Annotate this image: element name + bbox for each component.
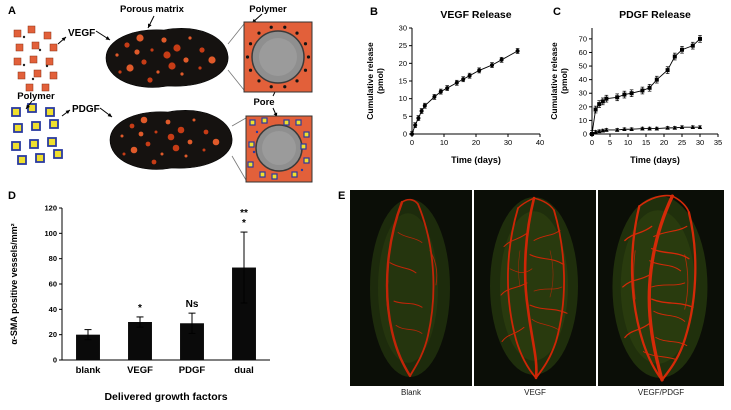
svg-text:10: 10 bbox=[399, 94, 407, 103]
vessels bbox=[500, 196, 568, 380]
svg-text:40: 40 bbox=[49, 305, 57, 314]
svg-text:blank: blank bbox=[76, 365, 102, 376]
svg-text:25: 25 bbox=[399, 41, 407, 50]
svg-text:80: 80 bbox=[49, 254, 57, 263]
panel-label-b: B bbox=[370, 6, 378, 18]
polymer-left-label: Polymer bbox=[17, 91, 55, 102]
porous-matrix-label: Porous matrix bbox=[120, 4, 185, 15]
svg-text:10: 10 bbox=[579, 116, 587, 125]
zoom-bottom-pore-inner bbox=[262, 131, 296, 165]
svg-text:α-SMA positive vessels/mm²: α-SMA positive vessels/mm² bbox=[9, 223, 19, 344]
svg-text:15: 15 bbox=[399, 77, 407, 86]
svg-text:30: 30 bbox=[579, 89, 587, 98]
svg-text:*: * bbox=[242, 218, 246, 229]
svg-text:20: 20 bbox=[399, 59, 407, 68]
micrograph-blank bbox=[350, 190, 472, 386]
svg-text:40: 40 bbox=[579, 75, 587, 84]
micrograph-vegf bbox=[474, 190, 596, 386]
pdgf-polymer-particles bbox=[11, 103, 63, 165]
svg-text:20: 20 bbox=[472, 138, 480, 147]
svg-text:Time (days): Time (days) bbox=[630, 155, 680, 165]
svg-text:5: 5 bbox=[608, 138, 612, 147]
svg-text:VEGF Release: VEGF Release bbox=[440, 9, 511, 21]
micrograph-caption: VEGF/PDGF bbox=[637, 388, 685, 397]
micrograph-caption: VEGF bbox=[524, 388, 546, 397]
matrix-top-pores bbox=[115, 34, 216, 83]
svg-text:**: ** bbox=[240, 208, 248, 219]
svg-text:60: 60 bbox=[579, 48, 587, 57]
svg-text:0: 0 bbox=[403, 130, 407, 139]
panel-label-d: D bbox=[8, 190, 16, 202]
vessels bbox=[385, 198, 438, 378]
micrograph-vegf-pdgf bbox=[598, 190, 724, 386]
micrograph-vegf-pdgf-image bbox=[598, 190, 724, 386]
svg-text:0: 0 bbox=[590, 138, 594, 147]
svg-text:10: 10 bbox=[440, 138, 448, 147]
svg-text:0: 0 bbox=[53, 356, 57, 365]
svg-text:120: 120 bbox=[44, 204, 57, 213]
svg-text:100: 100 bbox=[44, 229, 57, 238]
svg-text:25: 25 bbox=[678, 138, 686, 147]
panel-label-e: E bbox=[338, 190, 346, 202]
pore-label: Pore bbox=[253, 97, 274, 108]
micrograph-caption: Blank bbox=[400, 388, 421, 397]
micrograph-blank-image bbox=[350, 190, 472, 386]
svg-text:Ns: Ns bbox=[186, 299, 199, 310]
polymer-top-label: Polymer bbox=[249, 4, 287, 15]
panel-label-a: A bbox=[8, 5, 16, 17]
svg-text:40: 40 bbox=[536, 138, 544, 147]
svg-text:dual: dual bbox=[234, 365, 254, 376]
svg-text:30: 30 bbox=[504, 138, 512, 147]
zoom-bottom-particles bbox=[247, 117, 310, 180]
svg-text:20: 20 bbox=[49, 330, 57, 339]
svg-text:Time (days): Time (days) bbox=[451, 155, 501, 165]
svg-text:Cumulative release(pmol): Cumulative release(pmol) bbox=[366, 42, 385, 120]
schematic-panel: A VEGF Porous matrix Polymer Pore Polyme… bbox=[8, 4, 313, 183]
svg-text:*: * bbox=[138, 303, 142, 314]
svg-text:35: 35 bbox=[714, 138, 722, 147]
svg-text:30: 30 bbox=[696, 138, 704, 147]
vessels bbox=[622, 194, 697, 382]
pdgf-release-chart: 0 10 20 30 40 50 60 70 0 5 10 15 20 25 30 35 PDGF Releas… bbox=[550, 9, 722, 165]
svg-text:VEGF: VEGF bbox=[127, 365, 153, 376]
panel-label-c: C bbox=[553, 6, 561, 18]
vegf-label: VEGF bbox=[68, 28, 95, 39]
svg-text:70: 70 bbox=[579, 34, 587, 43]
vegf-release-chart: 0 5 10 15 20 25 30 0 10 20 30 40 VEGF Release Time (d… bbox=[366, 9, 544, 165]
matrix-bottom-pores bbox=[120, 116, 220, 165]
svg-text:0: 0 bbox=[410, 138, 414, 147]
svg-text:50: 50 bbox=[579, 62, 587, 71]
pore-ring-dots bbox=[245, 25, 311, 89]
svg-text:Delivered growth factors: Delivered growth factors bbox=[104, 391, 227, 403]
zoom-connectors bbox=[227, 23, 247, 181]
micrograph-vegf-image bbox=[474, 190, 596, 386]
svg-text:Cumulative release(pmol): Cumulative release(pmol) bbox=[550, 42, 569, 120]
vegf-polymer-particles bbox=[13, 25, 58, 92]
svg-text:15: 15 bbox=[642, 138, 650, 147]
pdgf-label: PDGF bbox=[72, 104, 100, 115]
svg-text:PDGF: PDGF bbox=[179, 365, 206, 376]
svg-text:5: 5 bbox=[403, 112, 407, 121]
svg-text:20: 20 bbox=[660, 138, 668, 147]
svg-text:60: 60 bbox=[49, 280, 57, 289]
svg-text:PDGF Release: PDGF Release bbox=[619, 9, 691, 21]
svg-text:0: 0 bbox=[583, 130, 587, 139]
svg-text:30: 30 bbox=[399, 24, 407, 33]
svg-text:10: 10 bbox=[624, 138, 632, 147]
svg-text:20: 20 bbox=[579, 102, 587, 111]
zoom-top-pore-inner bbox=[259, 38, 297, 76]
